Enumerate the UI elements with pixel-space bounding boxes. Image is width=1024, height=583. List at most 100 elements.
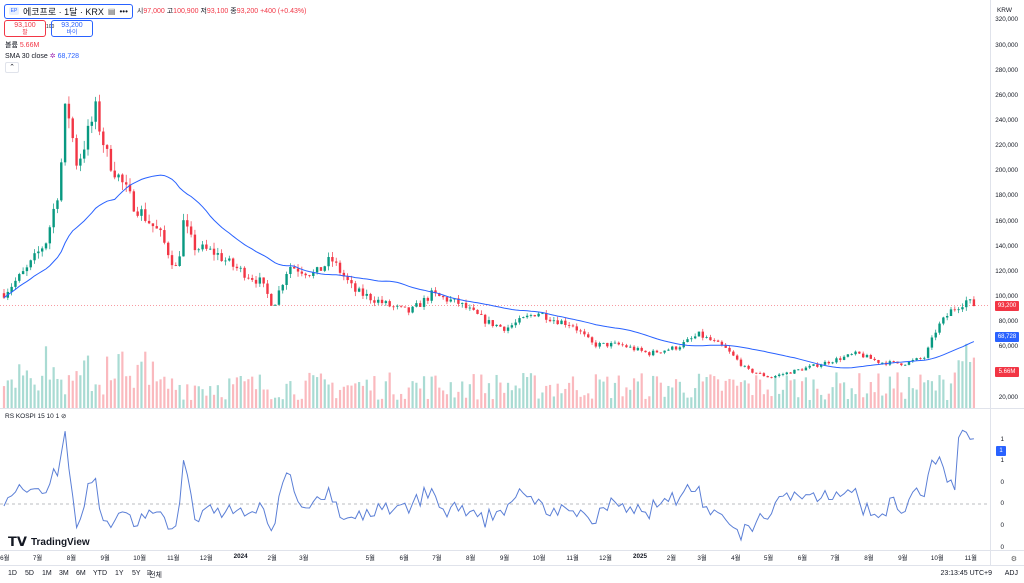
range-button[interactable]: 1D: [8, 570, 17, 577]
volume-bar: [170, 378, 174, 408]
candle-body: [961, 307, 964, 310]
candle-body: [369, 293, 372, 301]
time-tick: 10월: [532, 555, 546, 562]
candle-body: [942, 317, 945, 324]
candle-body: [671, 346, 674, 350]
volume-bar: [850, 388, 853, 408]
volume-bar: [220, 397, 223, 408]
range-button[interactable]: 5D: [25, 570, 34, 577]
volume-bar: [613, 382, 617, 408]
volume-bar: [109, 380, 113, 408]
candle-body: [361, 288, 365, 296]
candle-body: [640, 347, 643, 351]
symbol-selector[interactable]: EP 에코프로 · 1달 · KRX ▤ •••: [4, 3, 133, 19]
settings-gear-icon[interactable]: ⚙: [1010, 556, 1017, 563]
candle-body: [33, 253, 36, 261]
candle-body: [56, 200, 59, 209]
candle-body: [373, 300, 376, 303]
candle-body: [483, 314, 487, 324]
candle-body: [449, 299, 452, 302]
volume-bar: [636, 381, 639, 408]
price-tick: 320,000: [995, 16, 1018, 24]
volume-bar: [762, 394, 765, 408]
candle-body: [105, 145, 109, 149]
goto-date-icon[interactable]: ⌸: [147, 570, 152, 577]
tradingview-logo[interactable]: 𝗧𝗩 TradingView: [8, 534, 90, 549]
volume-bar: [766, 389, 769, 408]
candle-body: [678, 347, 682, 350]
range-button[interactable]: YTD: [93, 570, 107, 577]
volume-bar: [377, 399, 380, 408]
settings-icon[interactable]: ✲: [49, 53, 56, 60]
range-button[interactable]: 5Y: [132, 570, 141, 577]
candle-body: [79, 158, 82, 166]
candle-body: [174, 265, 178, 266]
candle-body: [766, 376, 769, 378]
collapse-legend-icon[interactable]: ⌃: [5, 62, 19, 73]
volume-legend[interactable]: 볼륨 5.66M: [5, 42, 40, 49]
candle-body: [441, 296, 445, 298]
candle-body: [331, 257, 334, 262]
calendar-icon[interactable]: ▤: [107, 6, 116, 16]
volume-bar: [942, 379, 945, 408]
volume-bar: [159, 379, 162, 408]
candle-body: [491, 320, 494, 327]
range-button[interactable]: 6M: [76, 570, 86, 577]
candle-body: [777, 374, 781, 376]
sell-button[interactable]: 93,100 팔: [4, 20, 46, 37]
candle-body: [827, 361, 831, 364]
currency-label[interactable]: KRW: [996, 7, 1012, 14]
candle-body: [273, 304, 277, 306]
candle-body: [850, 354, 853, 355]
candle-body: [774, 375, 777, 378]
volume-bar: [743, 380, 746, 408]
volume-bar: [422, 376, 426, 408]
volume-bar: [953, 372, 956, 408]
candle-body: [415, 303, 418, 307]
range-button[interactable]: 3M: [59, 570, 69, 577]
volume-bar: [697, 373, 701, 408]
candle-body: [808, 365, 811, 368]
volume-bar: [663, 396, 666, 408]
candle-body: [609, 343, 613, 347]
volume-bar: [892, 388, 895, 408]
candle-body: [842, 356, 846, 360]
time-tick: 8월: [466, 555, 476, 562]
hide-icon[interactable]: ⊘: [61, 413, 67, 420]
candle-body: [552, 320, 556, 322]
volume-bar: [884, 393, 888, 408]
candle-body: [697, 331, 701, 337]
range-button[interactable]: 1M: [42, 570, 52, 577]
volume-bar: [655, 376, 659, 408]
volume-bar: [823, 399, 827, 408]
candle-body: [514, 322, 517, 326]
volume-bar: [44, 346, 48, 408]
volume-bar: [296, 399, 300, 408]
range-button[interactable]: 1Y: [115, 570, 124, 577]
candle-body: [968, 299, 972, 301]
candle-body: [758, 373, 762, 374]
candle-body: [785, 372, 789, 375]
sma-line: [3, 174, 975, 369]
candle-body: [587, 334, 590, 338]
candle-body: [480, 313, 483, 315]
volume-bar: [243, 381, 246, 408]
buy-button[interactable]: 93,200 바이: [51, 20, 93, 37]
candle-body: [861, 353, 865, 358]
more-button[interactable]: •••: [119, 6, 128, 16]
price-tick: 140,000: [995, 242, 1018, 250]
time-tick: 7월: [432, 555, 442, 562]
volume-bar: [770, 396, 773, 408]
rs-legend[interactable]: RS KOSPI 15 10 1 ⊘: [5, 413, 67, 420]
price-tick: 120,000: [995, 267, 1018, 275]
candle-body: [648, 352, 651, 356]
clock[interactable]: 23:13:45 UTC+9: [940, 570, 992, 577]
candle-body: [915, 358, 918, 360]
candle-body: [296, 268, 300, 272]
adj-toggle[interactable]: ADJ: [1004, 570, 1018, 577]
candle-body: [575, 326, 578, 331]
sma-legend[interactable]: SMA 30 close ✲ 68,728: [5, 53, 80, 60]
candle-body: [613, 342, 617, 344]
range-button[interactable]: 전체: [149, 572, 162, 579]
